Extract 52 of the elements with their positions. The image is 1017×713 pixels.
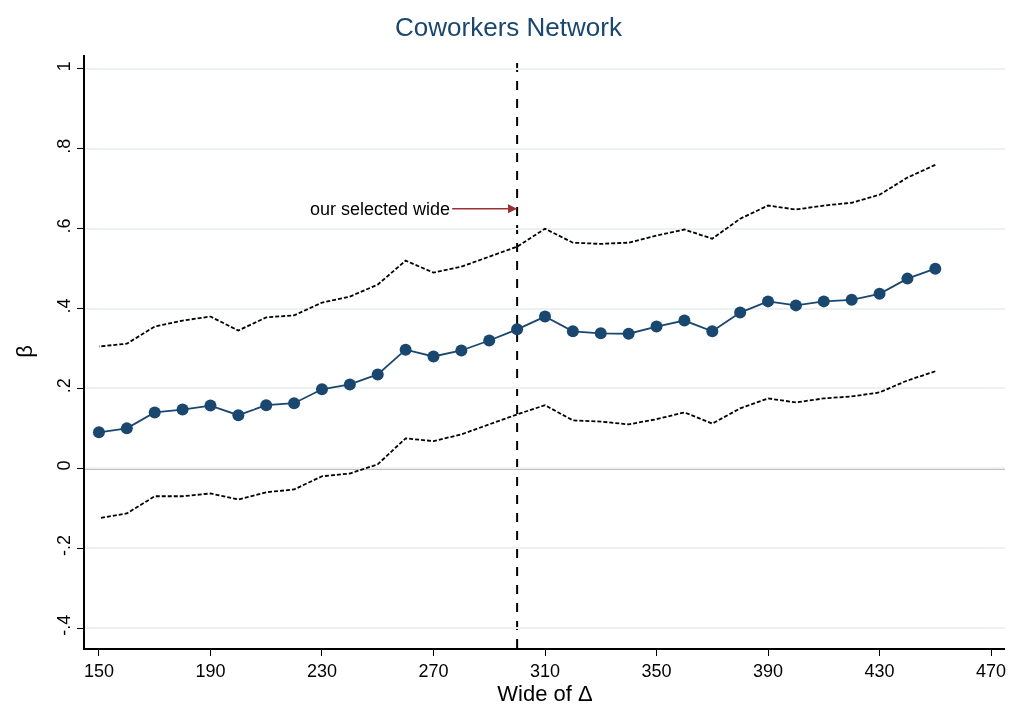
- x-tick-label: 390: [753, 661, 784, 682]
- point: [399, 343, 412, 356]
- point: [315, 383, 328, 396]
- point: [120, 422, 133, 435]
- point: [92, 426, 105, 439]
- point: [232, 409, 245, 422]
- point: [566, 325, 579, 338]
- x-tick-label: 150: [83, 661, 114, 682]
- point: [734, 306, 747, 319]
- y-tick-label: 1: [54, 61, 75, 72]
- y-tick-label: .6: [54, 218, 75, 234]
- point: [427, 350, 440, 363]
- y-tick-label: -.2: [54, 534, 75, 556]
- point: [650, 320, 663, 333]
- point: [622, 327, 635, 340]
- point: [817, 295, 830, 308]
- point: [929, 262, 942, 275]
- chart-title: Coworkers Network: [395, 12, 623, 43]
- x-tick-label: 350: [641, 661, 672, 682]
- point: [762, 295, 775, 308]
- point: [706, 325, 719, 338]
- point: [455, 344, 468, 357]
- x-axis-title: Wide of Δ: [497, 681, 593, 707]
- point: [204, 399, 217, 412]
- point: [594, 327, 607, 340]
- x-tick-label: 190: [195, 661, 226, 682]
- x-tick-label: 430: [864, 661, 895, 682]
- point: [678, 314, 691, 327]
- point: [288, 397, 301, 410]
- x-tick-label: 310: [529, 661, 561, 682]
- point: [483, 334, 496, 347]
- y-tick-label: -.4: [54, 614, 75, 636]
- point: [148, 406, 161, 419]
- point: [511, 323, 524, 336]
- annotation: our selected wide: [310, 199, 451, 219]
- y-tick-label: .8: [54, 138, 75, 154]
- x-tick-label: 470: [976, 661, 1007, 682]
- x-tick-label: 270: [418, 661, 449, 682]
- y-tick-label: 0: [54, 460, 75, 471]
- y-axis-title: β: [12, 345, 38, 358]
- point: [539, 310, 551, 323]
- point: [371, 368, 384, 381]
- y-tick-label: .4: [54, 298, 75, 314]
- point: [260, 399, 273, 412]
- point: [845, 293, 858, 306]
- point: [789, 299, 802, 312]
- y-tick-label: .2: [54, 378, 75, 394]
- point: [873, 287, 886, 300]
- point: [901, 272, 914, 285]
- x-tick-label: 230: [306, 661, 337, 682]
- point: [343, 378, 356, 391]
- point: [176, 403, 189, 416]
